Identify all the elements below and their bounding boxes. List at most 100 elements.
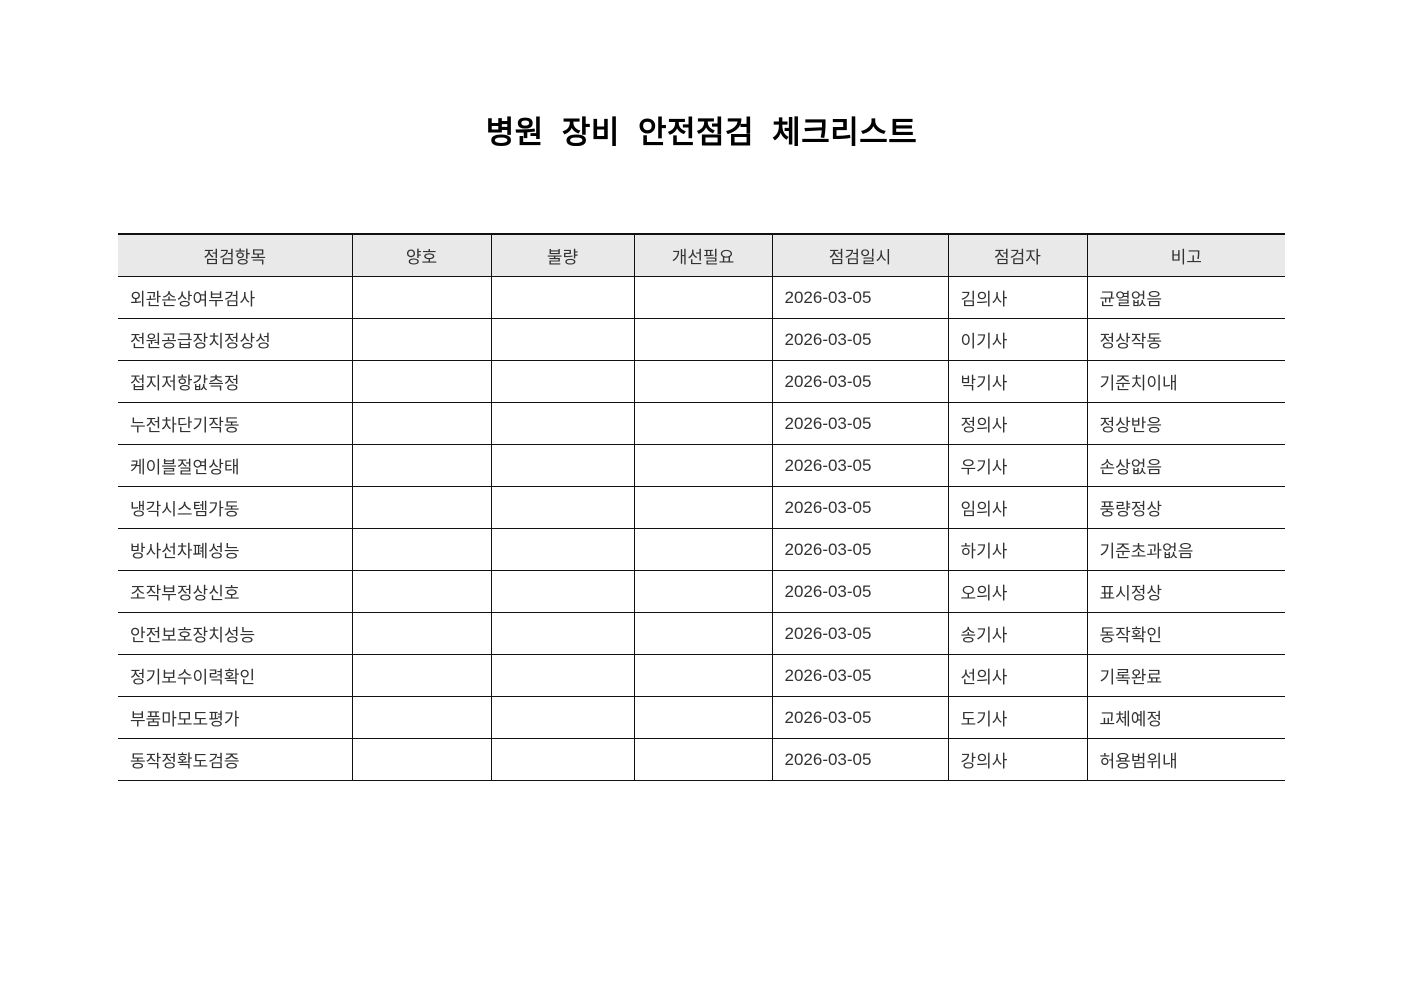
cell-note: 정상작동 (1087, 318, 1285, 361)
cell-bad (491, 402, 635, 445)
col-header-inspector: 점검자 (948, 233, 1088, 277)
cell-note: 손상없음 (1087, 444, 1285, 487)
cell-good (352, 402, 492, 445)
table-row: 외관손상여부검사 2026-03-05 김의사 균열없음 (118, 276, 1285, 319)
cell-good (352, 486, 492, 529)
cell-date: 2026-03-05 (772, 276, 949, 319)
cell-bad (491, 696, 635, 739)
cell-date: 2026-03-05 (772, 444, 949, 487)
cell-inspector: 강의사 (948, 738, 1088, 781)
cell-improve (634, 360, 773, 403)
col-header-bad: 불량 (491, 233, 635, 277)
col-header-item: 점검항목 (118, 233, 353, 277)
table-row: 누전차단기작동 2026-03-05 정의사 정상반응 (118, 402, 1285, 445)
cell-date: 2026-03-05 (772, 360, 949, 403)
cell-good (352, 612, 492, 655)
cell-bad (491, 276, 635, 319)
cell-bad (491, 612, 635, 655)
cell-item: 조작부정상신호 (118, 570, 353, 613)
cell-inspector: 김의사 (948, 276, 1088, 319)
cell-inspector: 우기사 (948, 444, 1088, 487)
cell-bad (491, 738, 635, 781)
cell-inspector: 송기사 (948, 612, 1088, 655)
cell-note: 표시정상 (1087, 570, 1285, 613)
cell-improve (634, 612, 773, 655)
cell-date: 2026-03-05 (772, 612, 949, 655)
cell-bad (491, 528, 635, 571)
header-row: 점검항목 양호 불량 개선필요 점검일시 점검자 비고 (118, 233, 1285, 277)
table-row: 냉각시스템가동 2026-03-05 임의사 풍량정상 (118, 486, 1285, 529)
checklist-table-container: 점검항목 양호 불량 개선필요 점검일시 점검자 비고 외관손상여부검사 2026… (118, 233, 1285, 781)
cell-item: 외관손상여부검사 (118, 276, 353, 319)
cell-note: 균열없음 (1087, 276, 1285, 319)
cell-inspector: 임의사 (948, 486, 1088, 529)
cell-good (352, 738, 492, 781)
cell-item: 케이블절연상태 (118, 444, 353, 487)
cell-date: 2026-03-05 (772, 318, 949, 361)
cell-inspector: 이기사 (948, 318, 1088, 361)
cell-good (352, 528, 492, 571)
cell-improve (634, 276, 773, 319)
col-header-note: 비고 (1087, 233, 1285, 277)
cell-bad (491, 486, 635, 529)
cell-date: 2026-03-05 (772, 570, 949, 613)
cell-note: 허용범위내 (1087, 738, 1285, 781)
cell-inspector: 정의사 (948, 402, 1088, 445)
page-title: 병원 장비 안전점검 체크리스트 (485, 115, 918, 150)
cell-date: 2026-03-05 (772, 402, 949, 445)
cell-inspector: 도기사 (948, 696, 1088, 739)
cell-date: 2026-03-05 (772, 654, 949, 697)
cell-good (352, 570, 492, 613)
cell-bad (491, 360, 635, 403)
table-row: 전원공급장치정상성 2026-03-05 이기사 정상작동 (118, 318, 1285, 361)
cell-inspector: 하기사 (948, 528, 1088, 571)
cell-improve (634, 318, 773, 361)
cell-good (352, 276, 492, 319)
cell-inspector: 박기사 (948, 360, 1088, 403)
cell-good (352, 654, 492, 697)
cell-date: 2026-03-05 (772, 696, 949, 739)
col-header-date: 점검일시 (772, 233, 949, 277)
inspection-checklist-table: 점검항목 양호 불량 개선필요 점검일시 점검자 비고 외관손상여부검사 2026… (118, 233, 1285, 781)
cell-good (352, 360, 492, 403)
cell-good (352, 696, 492, 739)
cell-improve (634, 696, 773, 739)
cell-item: 냉각시스템가동 (118, 486, 353, 529)
table-row: 정기보수이력확인 2026-03-05 선의사 기록완료 (118, 654, 1285, 697)
cell-bad (491, 654, 635, 697)
cell-improve (634, 528, 773, 571)
cell-bad (491, 318, 635, 361)
table-row: 조작부정상신호 2026-03-05 오의사 표시정상 (118, 570, 1285, 613)
cell-item: 부품마모도평가 (118, 696, 353, 739)
cell-improve (634, 444, 773, 487)
cell-improve (634, 654, 773, 697)
cell-note: 기준초과없음 (1087, 528, 1285, 571)
cell-improve (634, 738, 773, 781)
cell-bad (491, 444, 635, 487)
cell-item: 전원공급장치정상성 (118, 318, 353, 361)
cell-note: 기준치이내 (1087, 360, 1285, 403)
table-row: 방사선차폐성능 2026-03-05 하기사 기준초과없음 (118, 528, 1285, 571)
cell-bad (491, 570, 635, 613)
table-row: 부품마모도평가 2026-03-05 도기사 교체예정 (118, 696, 1285, 739)
cell-date: 2026-03-05 (772, 738, 949, 781)
cell-note: 기록완료 (1087, 654, 1285, 697)
cell-inspector: 선의사 (948, 654, 1088, 697)
cell-improve (634, 486, 773, 529)
cell-item: 정기보수이력확인 (118, 654, 353, 697)
table-header: 점검항목 양호 불량 개선필요 점검일시 점검자 비고 (118, 233, 1285, 277)
cell-item: 안전보호장치성능 (118, 612, 353, 655)
cell-note: 풍량정상 (1087, 486, 1285, 529)
cell-note: 교체예정 (1087, 696, 1285, 739)
cell-good (352, 318, 492, 361)
table-row: 안전보호장치성능 2026-03-05 송기사 동작확인 (118, 612, 1285, 655)
cell-date: 2026-03-05 (772, 528, 949, 571)
cell-item: 접지저항값측정 (118, 360, 353, 403)
cell-improve (634, 570, 773, 613)
table-row: 동작정확도검증 2026-03-05 강의사 허용범위내 (118, 738, 1285, 781)
cell-good (352, 444, 492, 487)
cell-item: 방사선차폐성능 (118, 528, 353, 571)
table-row: 케이블절연상태 2026-03-05 우기사 손상없음 (118, 444, 1285, 487)
cell-date: 2026-03-05 (772, 486, 949, 529)
